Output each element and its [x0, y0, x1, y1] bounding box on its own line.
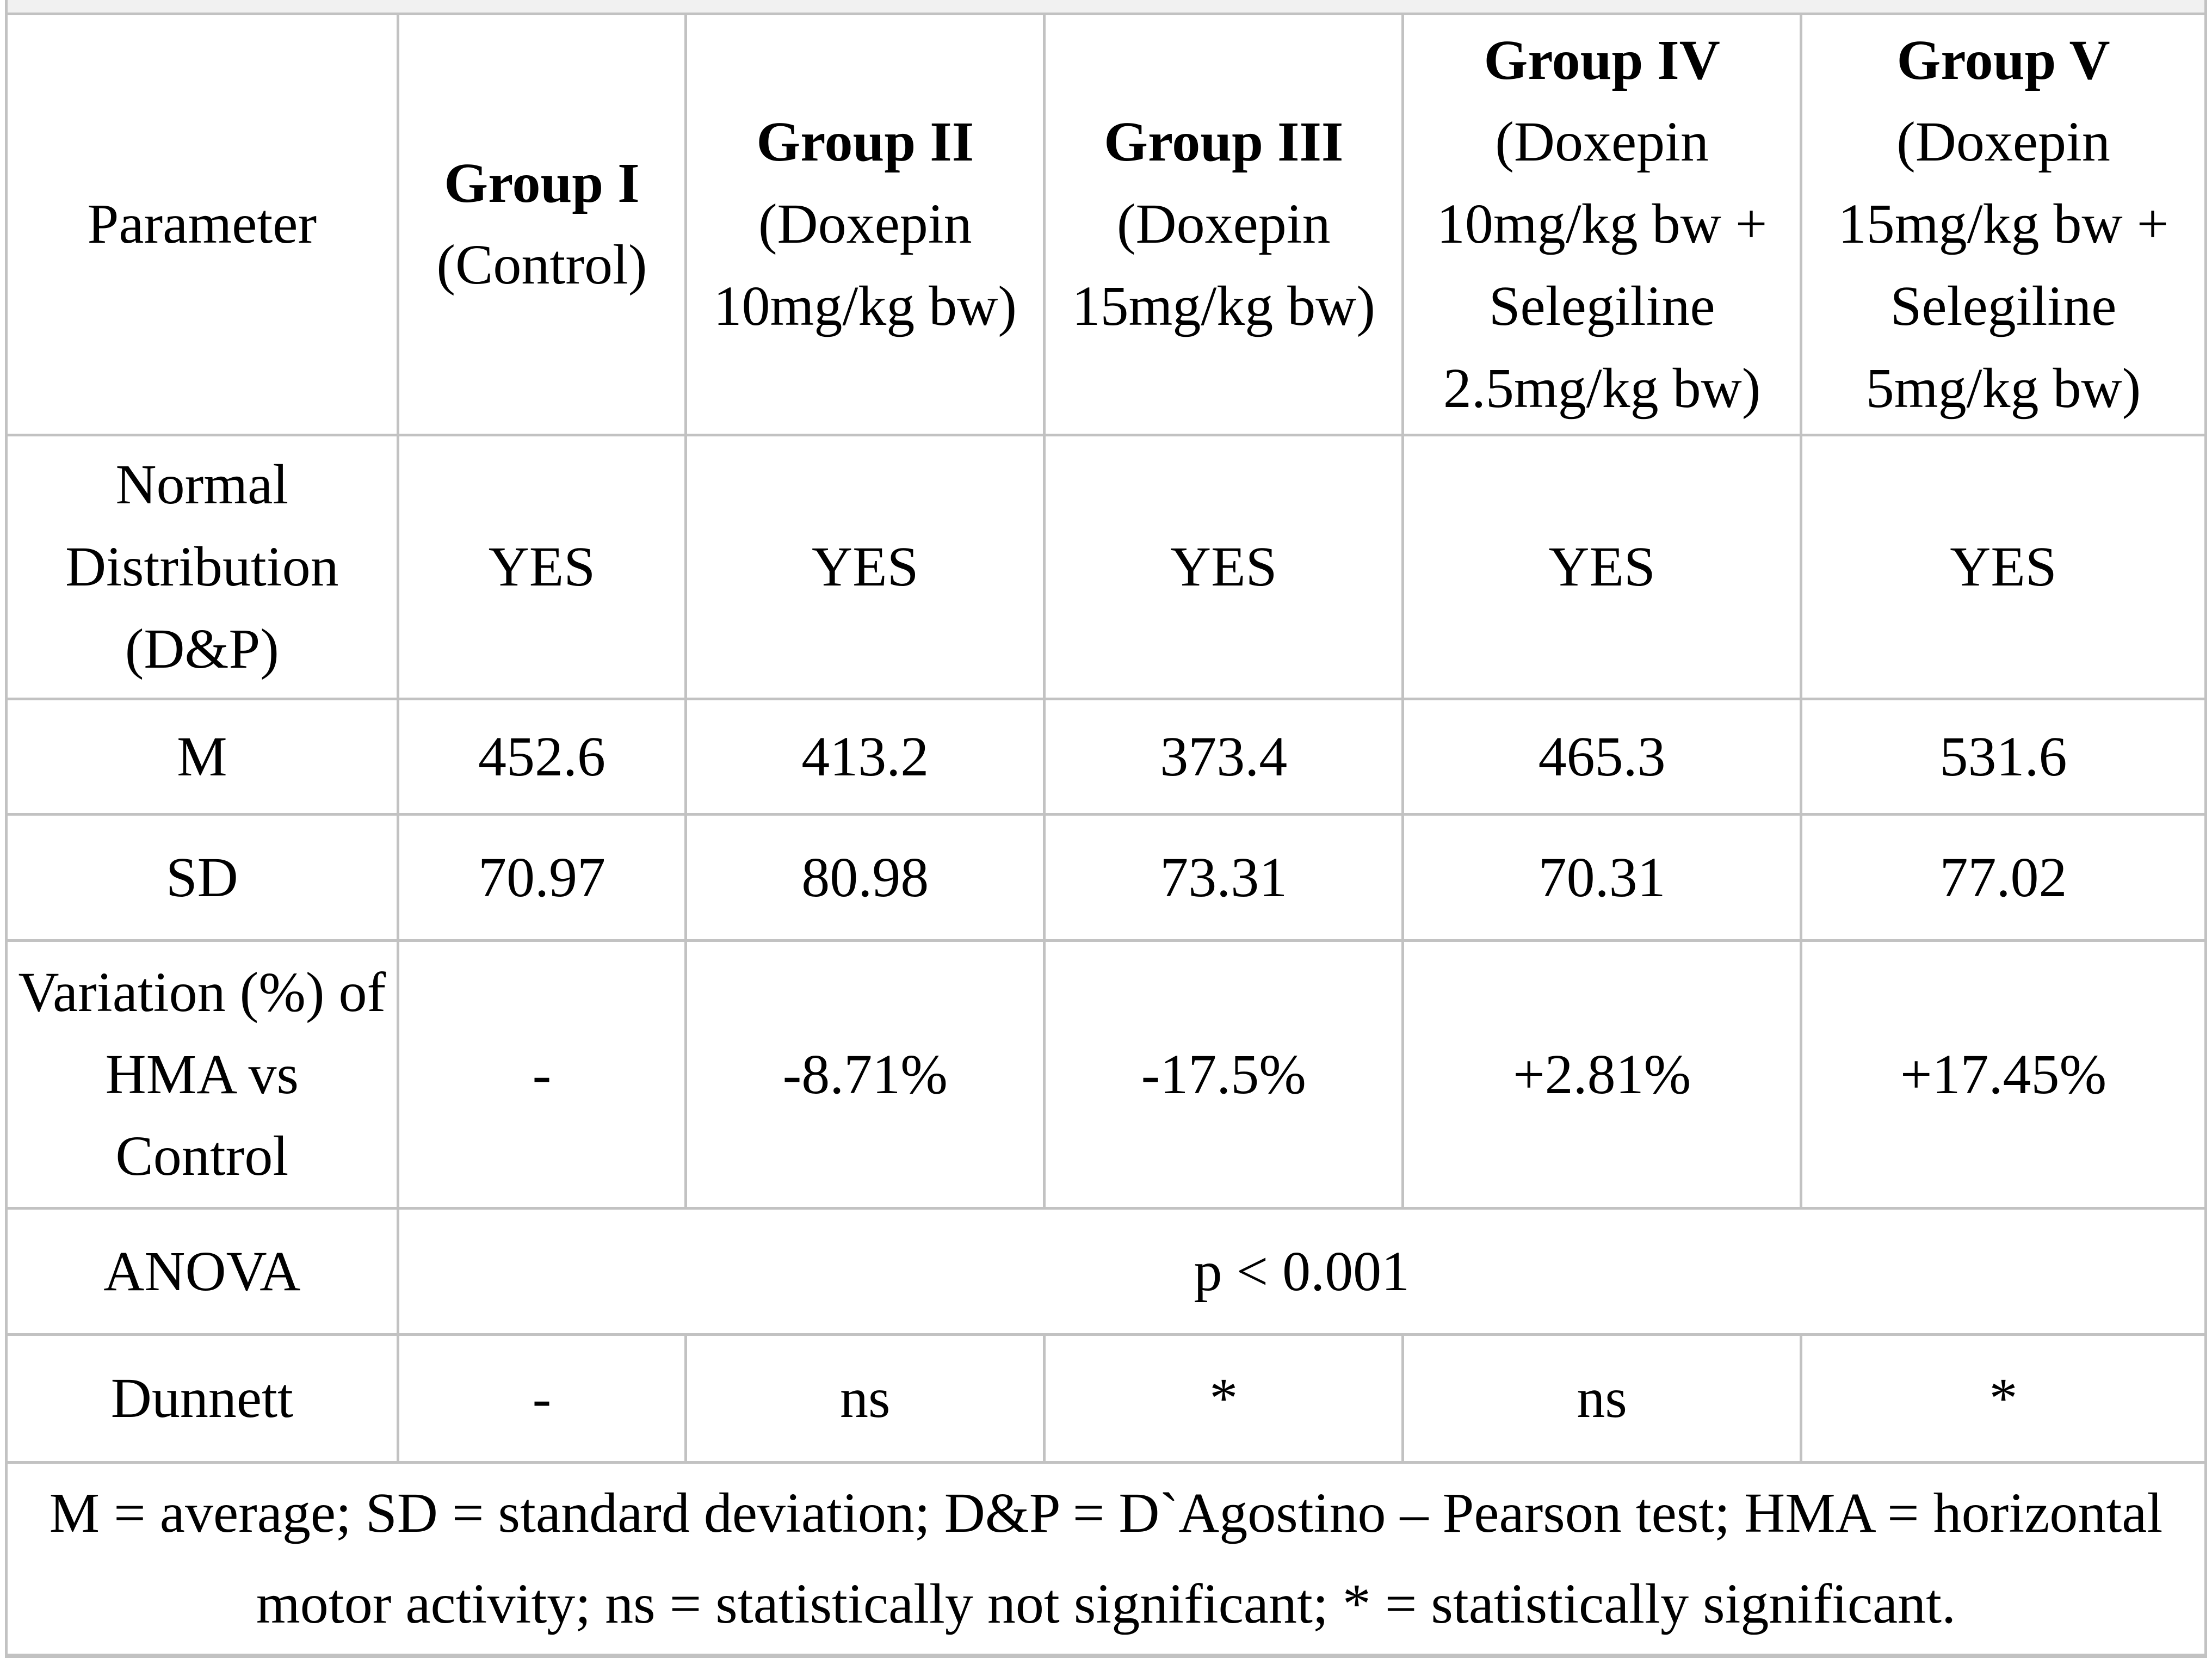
group-i-name: Group I	[444, 151, 640, 214]
row-variation: Variation (%) of HMA vs Control - -8.71%…	[5, 939, 2207, 1210]
group-iv-detail: (Doxepin 10mg/kg bw + Selegiline 2.5mg/k…	[1436, 110, 1768, 420]
row-anova: ANOVA p < 0.001	[5, 1207, 2208, 1336]
column-header-parameter: Parameter	[5, 12, 399, 437]
nd-value-group-i: YES	[396, 434, 688, 701]
nd-value-group-ii: YES	[684, 434, 1046, 701]
dunnett-value-group-v: *	[1800, 1333, 2207, 1464]
variation-value-group-iv: +2.81%	[1401, 939, 1803, 1210]
column-header-group-iv: Group IV (Doxepin 10mg/kg bw + Selegilin…	[1401, 12, 1803, 437]
variation-value-group-v: +17.45%	[1800, 939, 2207, 1210]
group-v-name: Group V	[1896, 28, 2110, 91]
group-iii-name: Group III	[1104, 110, 1344, 174]
dunnett-value-group-iii: *	[1043, 1333, 1405, 1464]
table-top-strip	[5, 0, 2207, 15]
group-ii-name: Group II	[756, 110, 974, 174]
mean-value-group-i: 452.6	[396, 698, 688, 816]
table-footnote: M = average; SD = standard deviation; D&…	[5, 1461, 2207, 1658]
row-label-mean: M	[5, 698, 399, 816]
mean-value-group-v: 531.6	[1800, 698, 2207, 816]
column-header-group-ii: Group II (Doxepin 10mg/kg bw)	[684, 12, 1046, 437]
group-v-detail: (Doxepin 15mg/kg bw + Selegiline 5mg/kg …	[1838, 110, 2169, 420]
variation-value-group-i: -	[396, 939, 688, 1210]
sd-value-group-i: 70.97	[396, 813, 688, 942]
header-row: Parameter Group I (Control) Group II (Do…	[5, 12, 2207, 437]
column-header-group-v: Group V (Doxepin 15mg/kg bw + Selegiline…	[1800, 12, 2207, 437]
parameter-label: Parameter	[87, 193, 317, 256]
sd-value-group-iii: 73.31	[1043, 813, 1405, 942]
row-label-standard-deviation: SD	[5, 813, 399, 942]
mean-value-group-ii: 413.2	[684, 698, 1046, 816]
group-i-detail: (Control)	[436, 233, 647, 297]
dunnett-value-group-ii: ns	[684, 1333, 1046, 1464]
row-mean: M 452.6 413.2 373.4 465.3 531.6	[5, 698, 2207, 816]
sd-value-group-iv: 70.31	[1401, 813, 1803, 942]
row-label-dunnett: Dunnett	[5, 1333, 399, 1464]
anova-p-value: p < 0.001	[396, 1207, 2208, 1336]
variation-value-group-ii: -8.71%	[684, 939, 1046, 1210]
sd-value-group-v: 77.02	[1800, 813, 2207, 942]
row-normal-distribution: Normal Distribution (D&P) YES YES YES YE…	[5, 434, 2207, 701]
group-iii-detail: (Doxepin 15mg/kg bw)	[1072, 193, 1376, 337]
sd-value-group-ii: 80.98	[684, 813, 1046, 942]
row-label-variation: Variation (%) of HMA vs Control	[5, 939, 399, 1210]
table-top-strip-row	[5, 0, 2207, 15]
group-iv-name: Group IV	[1484, 28, 1720, 91]
variation-value-group-iii: -17.5%	[1043, 939, 1405, 1210]
nd-value-group-v: YES	[1800, 434, 2207, 701]
row-footnote: M = average; SD = standard deviation; D&…	[5, 1461, 2207, 1658]
row-dunnett: Dunnett - ns * ns *	[5, 1333, 2207, 1464]
row-label-normal-distribution: Normal Distribution (D&P)	[5, 434, 399, 701]
column-header-group-i: Group I (Control)	[396, 12, 688, 437]
nd-value-group-iii: YES	[1043, 434, 1405, 701]
row-label-anova: ANOVA	[5, 1207, 399, 1336]
dunnett-value-group-i: -	[396, 1333, 688, 1464]
mean-value-group-iii: 373.4	[1043, 698, 1405, 816]
statistics-table: Parameter Group I (Control) Group II (Do…	[5, 0, 2208, 1658]
mean-value-group-iv: 465.3	[1401, 698, 1803, 816]
dunnett-value-group-iv: ns	[1401, 1333, 1803, 1464]
column-header-group-iii: Group III (Doxepin 15mg/kg bw)	[1043, 12, 1405, 437]
row-standard-deviation: SD 70.97 80.98 73.31 70.31 77.02	[5, 813, 2207, 942]
group-ii-detail: (Doxepin 10mg/kg bw)	[713, 193, 1017, 337]
nd-value-group-iv: YES	[1401, 434, 1803, 701]
